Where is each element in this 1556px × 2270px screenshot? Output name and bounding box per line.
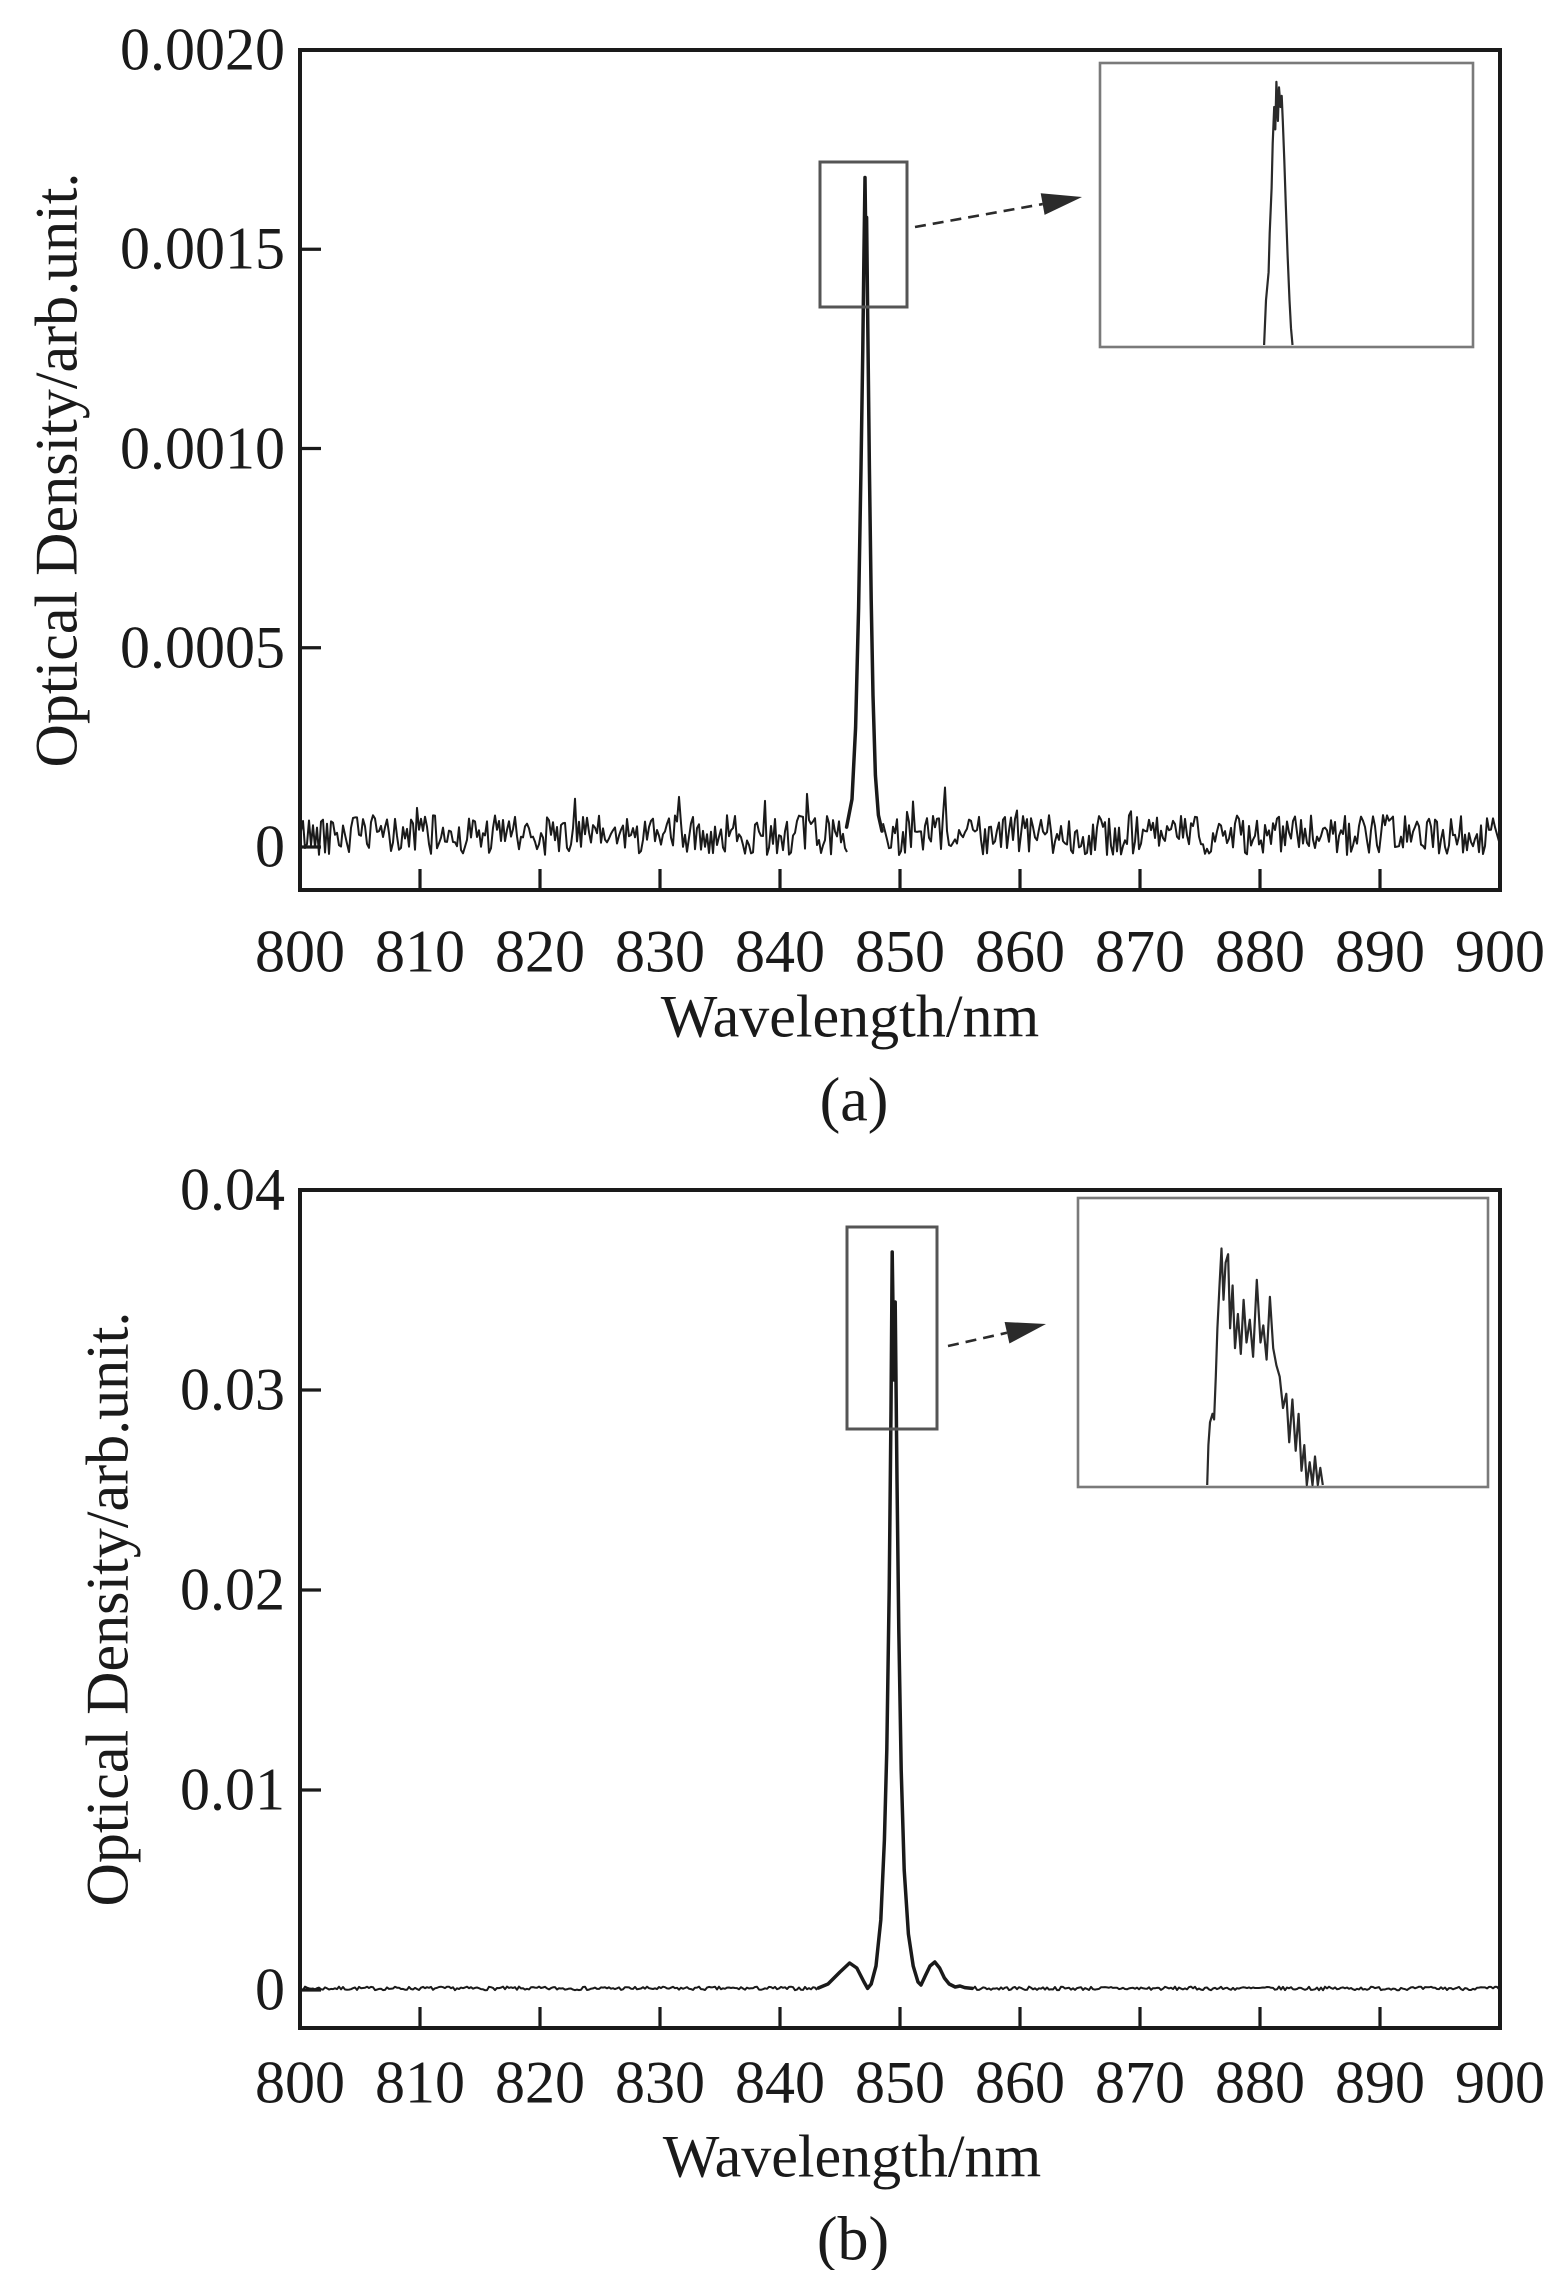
x-tick-label-b: 850: [855, 2049, 945, 2116]
x-tick-label-b: 840: [735, 2049, 825, 2116]
x-tick-label-b: 800: [255, 2049, 345, 2116]
spectrum-curve-a: [844, 175, 884, 833]
panel-a-x-axis-title: Wavelength/nm: [660, 983, 1040, 1050]
x-tick-label-a: 850: [855, 918, 945, 985]
x-tick-label-b: 900: [1455, 2049, 1545, 2116]
panel-a-y-axis-title: Optical Density/arb.unit.: [23, 172, 90, 768]
x-tick-label-b: 860: [975, 2049, 1065, 2116]
x-tick-label-a: 840: [735, 918, 825, 985]
y-tick-label-b: 0.04: [180, 1156, 285, 1223]
x-tick-label-b: 870: [1095, 2049, 1185, 2116]
x-tick-label-b: 890: [1335, 2049, 1425, 2116]
noise-trace-a: [300, 786, 1500, 856]
noise-trace-b: [300, 1985, 1500, 1992]
y-tick-label-a: 0.0005: [120, 614, 285, 681]
y-tick-label-b: 0.01: [180, 1756, 285, 1823]
y-tick-label-b: 0.02: [180, 1556, 285, 1623]
y-tick-label-b: 0: [255, 1956, 285, 2023]
inset-box-b: [1076, 1196, 1490, 1489]
panel-a-caption: (a): [819, 1066, 889, 1135]
x-tick-label-a: 890: [1335, 918, 1425, 985]
x-tick-label-a: 800: [255, 918, 345, 985]
zoom-box-b: [845, 1225, 939, 1431]
inset-curve-b: [1206, 1247, 1324, 1487]
x-tick-label-a: 820: [495, 918, 585, 985]
x-tick-label-a: 860: [975, 918, 1065, 985]
x-tick-label-a: 810: [375, 918, 465, 985]
panel-b-x-axis-title: Wavelength/nm: [662, 2123, 1042, 2190]
callout-arrowhead-b: [1004, 1322, 1046, 1344]
y-tick-label-b: 0.03: [180, 1356, 285, 1423]
callout-arrow-line-a: [914, 202, 1043, 229]
axis-frame-a: [298, 48, 1502, 892]
x-tick-label-a: 870: [1095, 918, 1185, 985]
x-tick-label-a: 830: [615, 918, 705, 985]
callout-arrow-line-b: [947, 1331, 1008, 1348]
zoom-box-a: [818, 160, 909, 309]
y-tick-label-a: 0.0020: [120, 16, 285, 83]
x-tick-label-a: 900: [1455, 918, 1545, 985]
x-tick-label-b: 820: [495, 2049, 585, 2116]
spectrum-curve-b: [816, 1250, 974, 1991]
x-tick-label-b: 880: [1215, 2049, 1305, 2116]
panel-b-caption: (b): [816, 2205, 890, 2270]
inset-curve-a: [1263, 80, 1294, 346]
y-tick-label-a: 0.0015: [120, 215, 285, 282]
x-tick-label-b: 830: [615, 2049, 705, 2116]
panel-a: [298, 48, 1502, 892]
panel-b: [298, 1188, 1502, 2030]
axis-frame-b: [298, 1188, 1502, 2030]
x-tick-label-a: 880: [1215, 918, 1305, 985]
x-tick-label-b: 810: [375, 2049, 465, 2116]
callout-arrowhead-a: [1040, 193, 1082, 215]
panel-b-y-axis-title: Optical Density/arb.unit.: [74, 1311, 141, 1907]
y-tick-label-a: 0.0010: [120, 415, 285, 481]
y-tick-label-a: 0: [255, 813, 285, 880]
